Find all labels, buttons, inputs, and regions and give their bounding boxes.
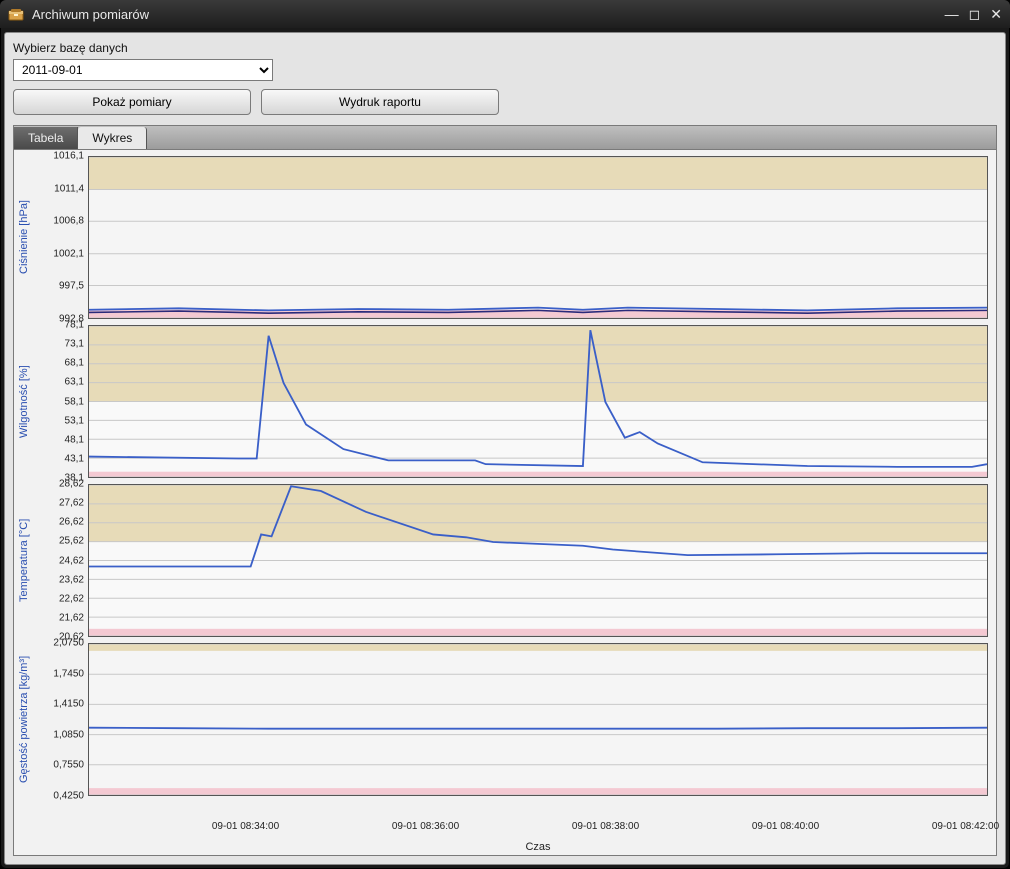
ytick: 78,1 [65,320,84,331]
ytick: 1006,8 [53,216,84,227]
ytick: 27,62 [59,498,84,509]
ytick: 1016,1 [53,151,84,162]
close-button[interactable]: ✕ [990,6,1002,23]
ytick: 1,0850 [53,729,84,740]
ytick: 58,1 [65,396,84,407]
ytick: 23,62 [59,574,84,585]
db-label: Wybierz bazę danych [13,41,997,55]
ytick: 21,62 [59,612,84,623]
window-title: Archiwum pomiarów [32,7,945,22]
chart-humidity[interactable] [88,325,988,478]
ytick: 1002,1 [53,248,84,259]
client-area: Wybierz bazę danych 2011-09-01 Pokaż pom… [4,32,1006,865]
minimize-button[interactable]: — [945,6,959,23]
ytick: 1,7450 [53,668,84,679]
ytick: 1,4150 [53,699,84,710]
app-window: Archiwum pomiarów — ◻ ✕ Wybierz bazę dan… [0,0,1010,869]
ytick: 0,7550 [53,760,84,771]
tabstrip: Tabela Wykres [13,125,997,149]
window-buttons: — ◻ ✕ [945,6,1002,23]
ytick: 1011,4 [54,183,84,194]
y-axis-label-density: Gęstość powietrza [kg/m³] [18,643,42,796]
y-axis-label-humidity: Wilgotność [%] [18,325,42,478]
db-select[interactable]: 2011-09-01 [13,59,273,81]
tab-wykres[interactable]: Wykres [78,127,147,149]
print-report-button[interactable]: Wydruk raportu [261,89,499,115]
x-axis: Czas 09-01 08:34:00 09-01 08:36:00 09-01 0… [88,819,988,853]
ytick: 2,0750 [53,638,84,649]
ytick: 24,62 [59,555,84,566]
ytick: 0,4250 [53,791,84,802]
xtick: 09-01 08:36:00 [392,821,459,832]
ytick: 22,62 [59,593,84,604]
ytick: 68,1 [65,358,84,369]
chart-density[interactable] [88,643,988,796]
maximize-button[interactable]: ◻ [969,6,981,23]
xtick: 09-01 08:34:00 [212,821,279,832]
ytick: 25,62 [59,536,84,547]
y-axis-label-temperature: Temperatura [°C] [18,484,42,637]
ytick: 997,5 [59,281,84,292]
chart-panel: Ciśnienie [hPa] Wilgotność [%] Temperatura… [13,149,997,856]
chart-pressure[interactable] [88,156,988,319]
ytick: 63,1 [65,377,84,388]
show-measurements-button[interactable]: Pokaż pomiary [13,89,251,115]
y-axis-label-pressure: Ciśnienie [hPa] [18,156,42,319]
xtick: 09-01 08:40:00 [752,821,819,832]
ytick: 53,1 [65,415,84,426]
tab-tabela[interactable]: Tabela [14,127,78,149]
xtick: 09-01 08:42:00 [932,821,999,832]
ytick: 26,62 [59,517,84,528]
ytick: 48,1 [65,434,84,445]
xtick: 09-01 08:38:00 [572,821,639,832]
x-axis-label: Czas [525,841,550,853]
chart-temperature[interactable] [88,484,988,637]
app-icon [8,7,24,21]
ytick: 43,1 [65,453,84,464]
ytick: 73,1 [65,339,84,350]
ytick: 28,62 [59,479,84,490]
titlebar[interactable]: Archiwum pomiarów — ◻ ✕ [0,0,1010,28]
